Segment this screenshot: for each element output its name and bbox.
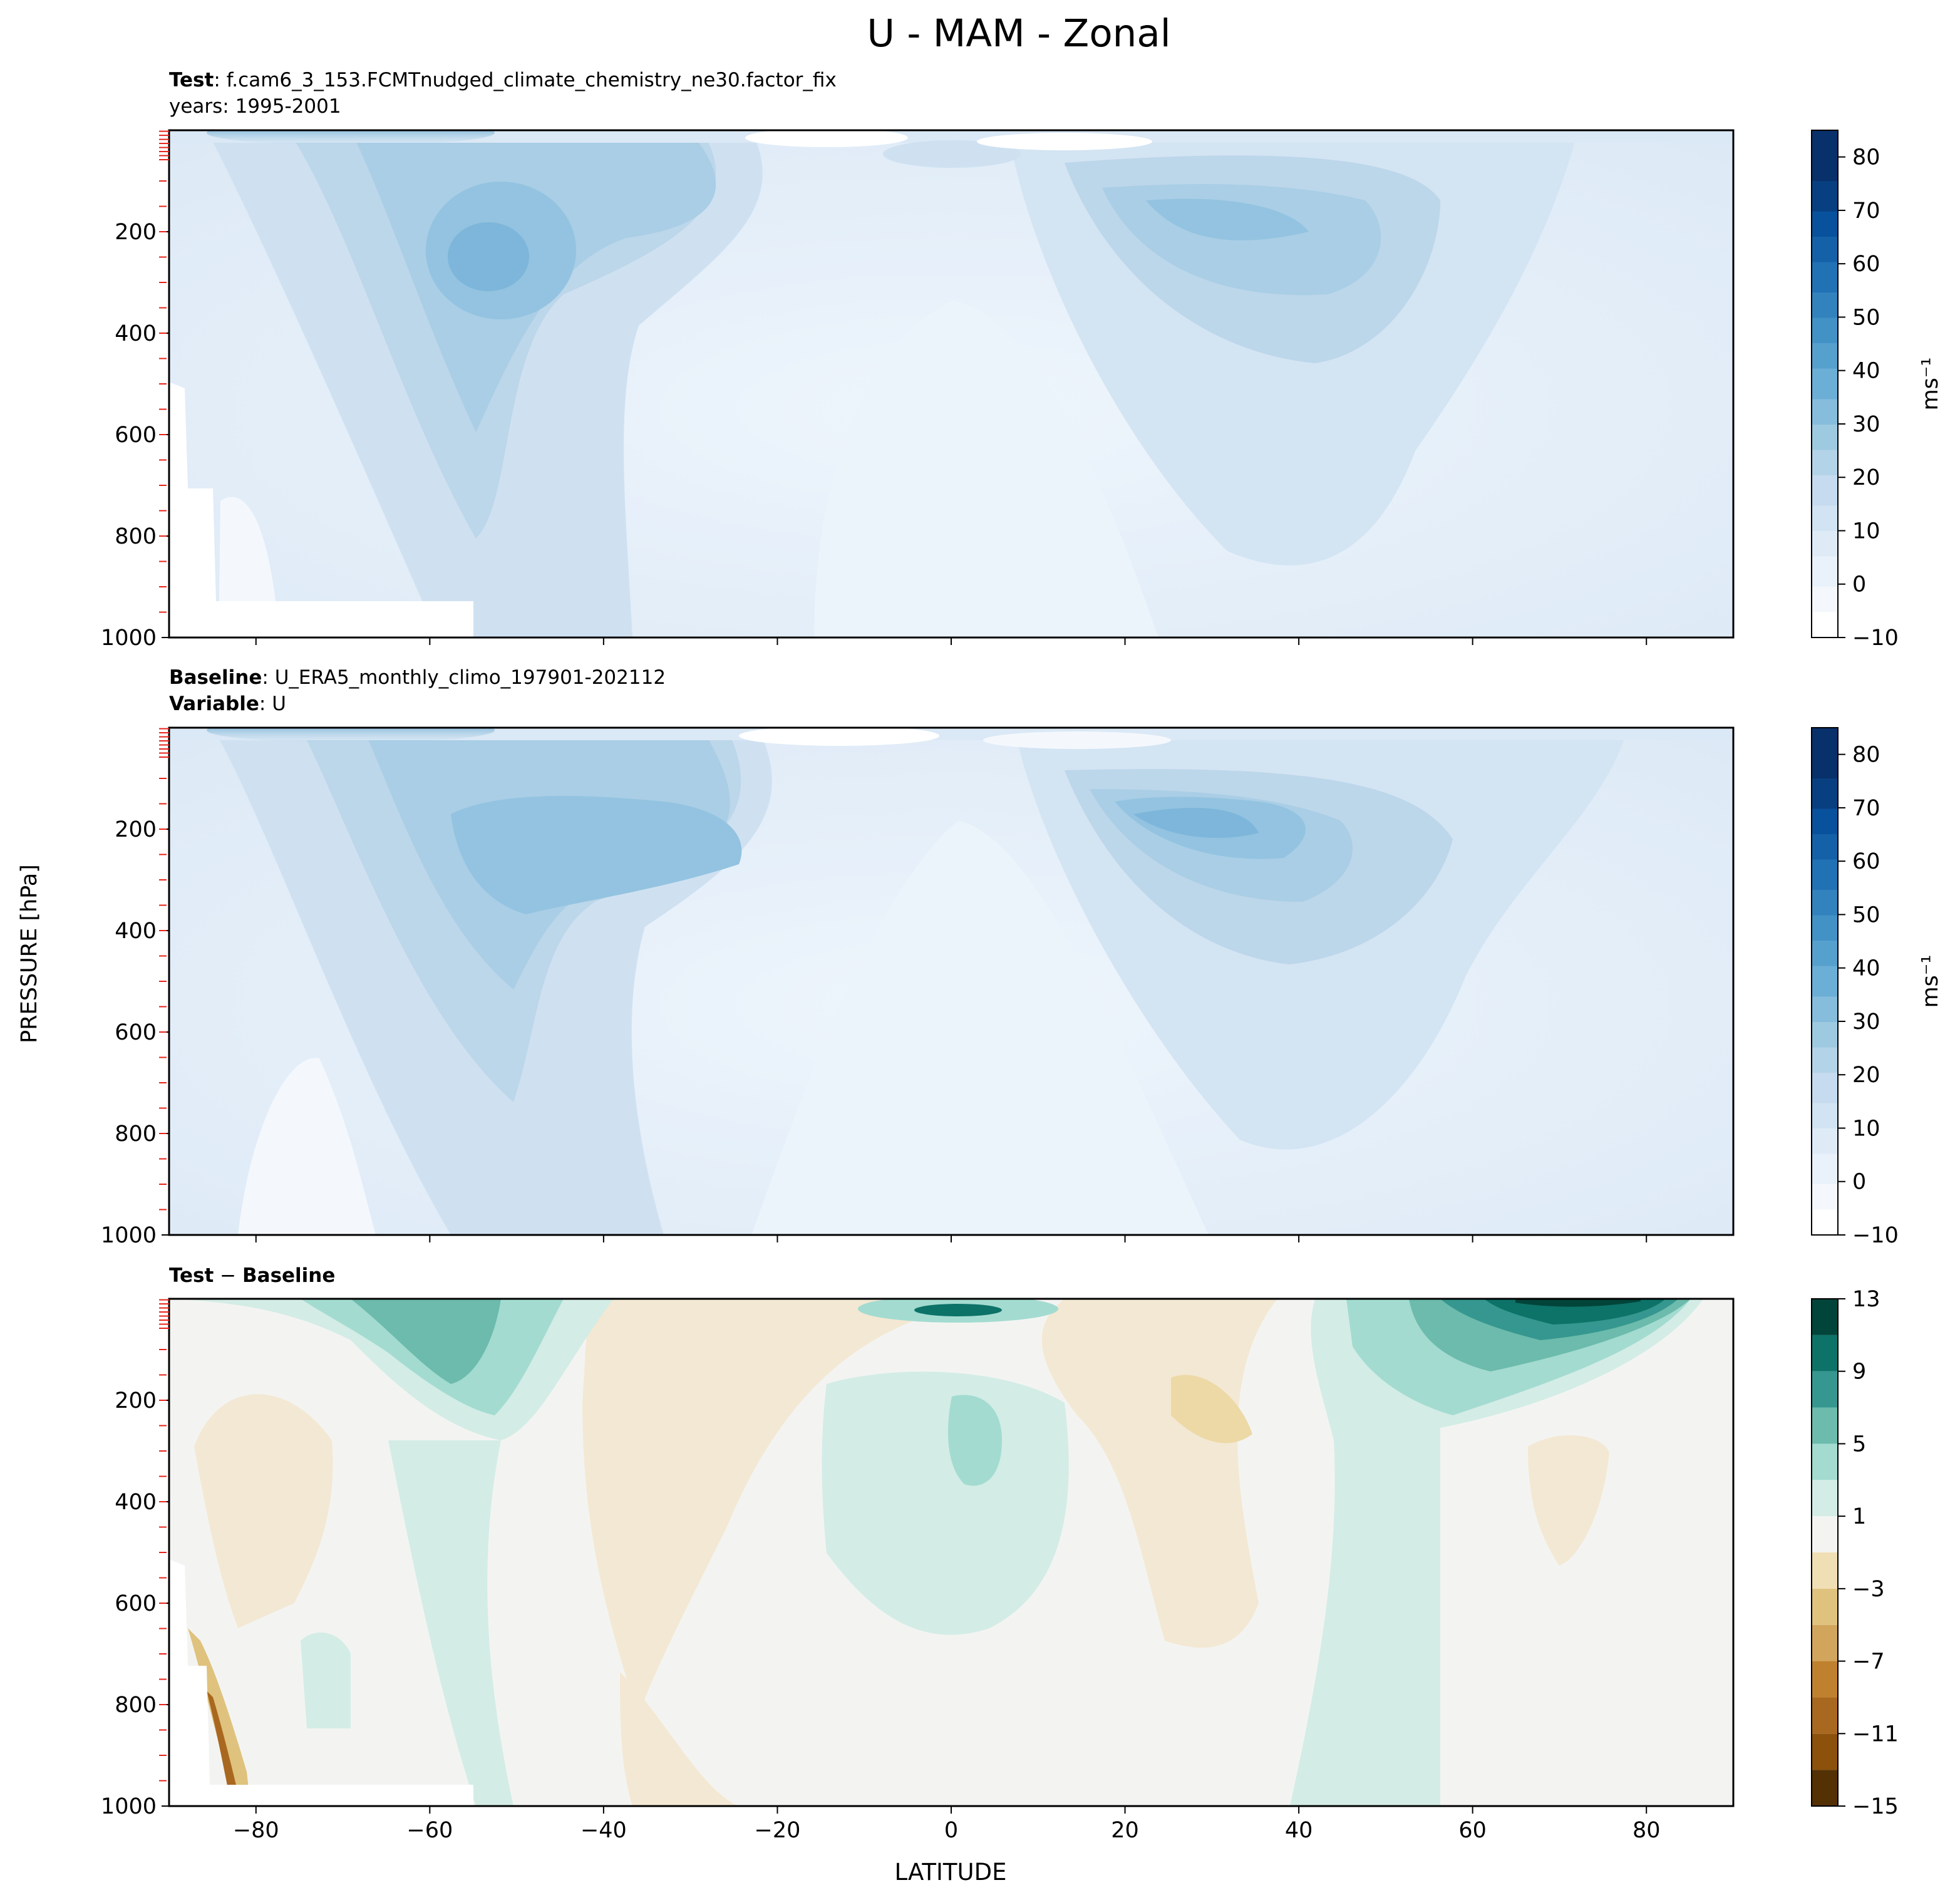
colorbar-tick-label: 40 (1852, 956, 1880, 981)
baseline-case-name: U_ERA5_monthly_climo_197901-202112 (275, 666, 666, 689)
colorbar-level-block (1812, 1661, 1838, 1698)
colorbar-tick-label: −7 (1852, 1650, 1885, 1675)
colorbar-level-block (1812, 1625, 1838, 1661)
x-tick-label: −20 (755, 1818, 801, 1843)
baseline-contour-field (169, 718, 1733, 1235)
test-contour-field (169, 120, 1733, 638)
y-tick-label: 1000 (101, 626, 157, 651)
figure: U - MAM - Zonal PRESSURE [hPa] (0, 0, 1960, 1900)
x-tick-label: 40 (1285, 1818, 1313, 1843)
colorbar-level-block (1812, 1589, 1838, 1625)
colorbar-level-block (1812, 1480, 1838, 1516)
shared-xlabel: LATITUDE (895, 1859, 1007, 1886)
y-tick-label: 600 (115, 1591, 157, 1616)
y-tick-label: 600 (115, 423, 157, 448)
colorbar-tick-label: 70 (1852, 199, 1880, 224)
colorbar-level-block (1812, 1552, 1838, 1589)
colorbar-test: −10 0 10 20 30 40 50 60 70 80 ms⁻¹ (1812, 130, 1943, 651)
x-tick-label: 60 (1458, 1818, 1487, 1843)
variable-value: U (272, 693, 286, 715)
colorbar-tick-label: 20 (1852, 1063, 1880, 1088)
colorbar-level-block (1812, 1299, 1838, 1335)
colorbar-tick-label: 0 (1852, 572, 1866, 597)
diff-contour-field (169, 1295, 1733, 1806)
colorbar-baseline-label: ms⁻¹ (1918, 955, 1943, 1008)
colorbar-tick-label: −3 (1852, 1577, 1885, 1602)
test-label: Test (169, 69, 214, 91)
colorbar-tick-label: 70 (1852, 796, 1880, 821)
diff-sep: − (214, 1264, 242, 1287)
figure-title: U - MAM - Zonal (867, 11, 1170, 56)
colorbar-tick-label: 13 (1852, 1287, 1880, 1312)
colorbar-tick-label: 1 (1852, 1504, 1866, 1529)
colorbar-tick-label: 0 (1852, 1170, 1866, 1195)
colorbar-diff: 13 9 5 1 −3 −7 −11 −15 (1812, 1287, 1899, 1819)
diff-label-b: Baseline (242, 1264, 335, 1287)
shared-ylabel: PRESSURE [hPa] (17, 864, 42, 1043)
colorbar-tick-label: 30 (1852, 412, 1880, 437)
diff-label-a: Test (169, 1264, 214, 1287)
colorbar-tick-label: 9 (1852, 1360, 1866, 1385)
colorbar-level-block (1812, 1443, 1838, 1480)
x-tick-label: −60 (406, 1818, 453, 1843)
colorbar-test-label: ms⁻¹ (1918, 358, 1943, 411)
y-tick-label: 1000 (101, 1794, 157, 1819)
colorbar-level-block (1812, 1733, 1838, 1770)
x-tick-label: −80 (233, 1818, 279, 1843)
y-tick-label: 200 (115, 220, 157, 245)
y-tick-label: 200 (115, 817, 157, 842)
y-tick-label: 800 (115, 1693, 157, 1718)
colorbar-tick-label: 10 (1852, 1116, 1880, 1141)
y-tick-label: 200 (115, 1388, 157, 1413)
colorbar-tick-label: 50 (1852, 902, 1880, 927)
x-tick-label: 80 (1632, 1818, 1661, 1843)
colorbar-tick-label: 40 (1852, 359, 1880, 384)
test-years: years: 1995-2001 (169, 97, 341, 116)
colorbar-tick-label: 60 (1852, 849, 1880, 874)
colorbar-level-block (1812, 1335, 1838, 1371)
panel-diff: −80 −60 −40 −20 0 20 40 60 80 200 400 600 800 1000 (101, 1295, 1733, 1843)
y-tick-label: 1000 (101, 1223, 157, 1248)
x-tick-label: 0 (944, 1818, 958, 1843)
test-header: Test: f.cam6_3_153.FCMTnudged_climate_ch… (169, 71, 837, 90)
panel-test: 200 400 600 800 1000 (101, 120, 1733, 651)
test-case-name: f.cam6_3_153.FCMTnudged_climate_chemistr… (227, 69, 837, 91)
baseline-header: Baseline: U_ERA5_monthly_climo_197901-20… (169, 668, 666, 688)
y-tick-label: 400 (115, 321, 157, 346)
y-tick-label: 800 (115, 1122, 157, 1147)
colorbar-tick-label: 60 (1852, 252, 1880, 277)
colorbar-baseline: −10 0 10 20 30 40 50 60 70 80 ms⁻¹ (1812, 728, 1943, 1248)
colorbar-tick-label: 50 (1852, 305, 1880, 330)
colorbar-tick-label: −11 (1852, 1722, 1899, 1747)
colorbar-level-block (1812, 1770, 1838, 1806)
colorbar-level-block (1812, 1697, 1838, 1733)
variable-label: Variable (169, 693, 259, 715)
colorbar-tick-label: 10 (1852, 519, 1880, 544)
colorbar-tick-label: −10 (1852, 1223, 1899, 1248)
panel-baseline: 200 400 600 800 1000 (101, 718, 1733, 1248)
x-tick-label: 20 (1111, 1818, 1139, 1843)
y-tick-label: 400 (115, 1490, 157, 1515)
colorbar-tick-label: 80 (1852, 145, 1880, 170)
colorbar-tick-label: −15 (1852, 1794, 1899, 1819)
colorbar-tick-label: 20 (1852, 465, 1880, 490)
baseline-label: Baseline (169, 666, 262, 689)
colorbar-level-block (1812, 1371, 1838, 1408)
colorbar-level-block (1812, 1408, 1838, 1444)
y-tick-label: 400 (115, 919, 157, 944)
diff-header: Test − Baseline (169, 1266, 335, 1286)
y-tick-label: 800 (115, 524, 157, 549)
baseline-variable: Variable: U (169, 694, 286, 714)
colorbar-tick-label: 5 (1852, 1432, 1866, 1457)
colorbar-level-block (1812, 1516, 1838, 1552)
colorbar-tick-label: 80 (1852, 743, 1880, 768)
x-tick-label: −40 (580, 1818, 627, 1843)
colorbar-tick-label: 30 (1852, 1009, 1880, 1035)
y-tick-label: 600 (115, 1020, 157, 1045)
colorbar-tick-label: −10 (1852, 626, 1899, 651)
